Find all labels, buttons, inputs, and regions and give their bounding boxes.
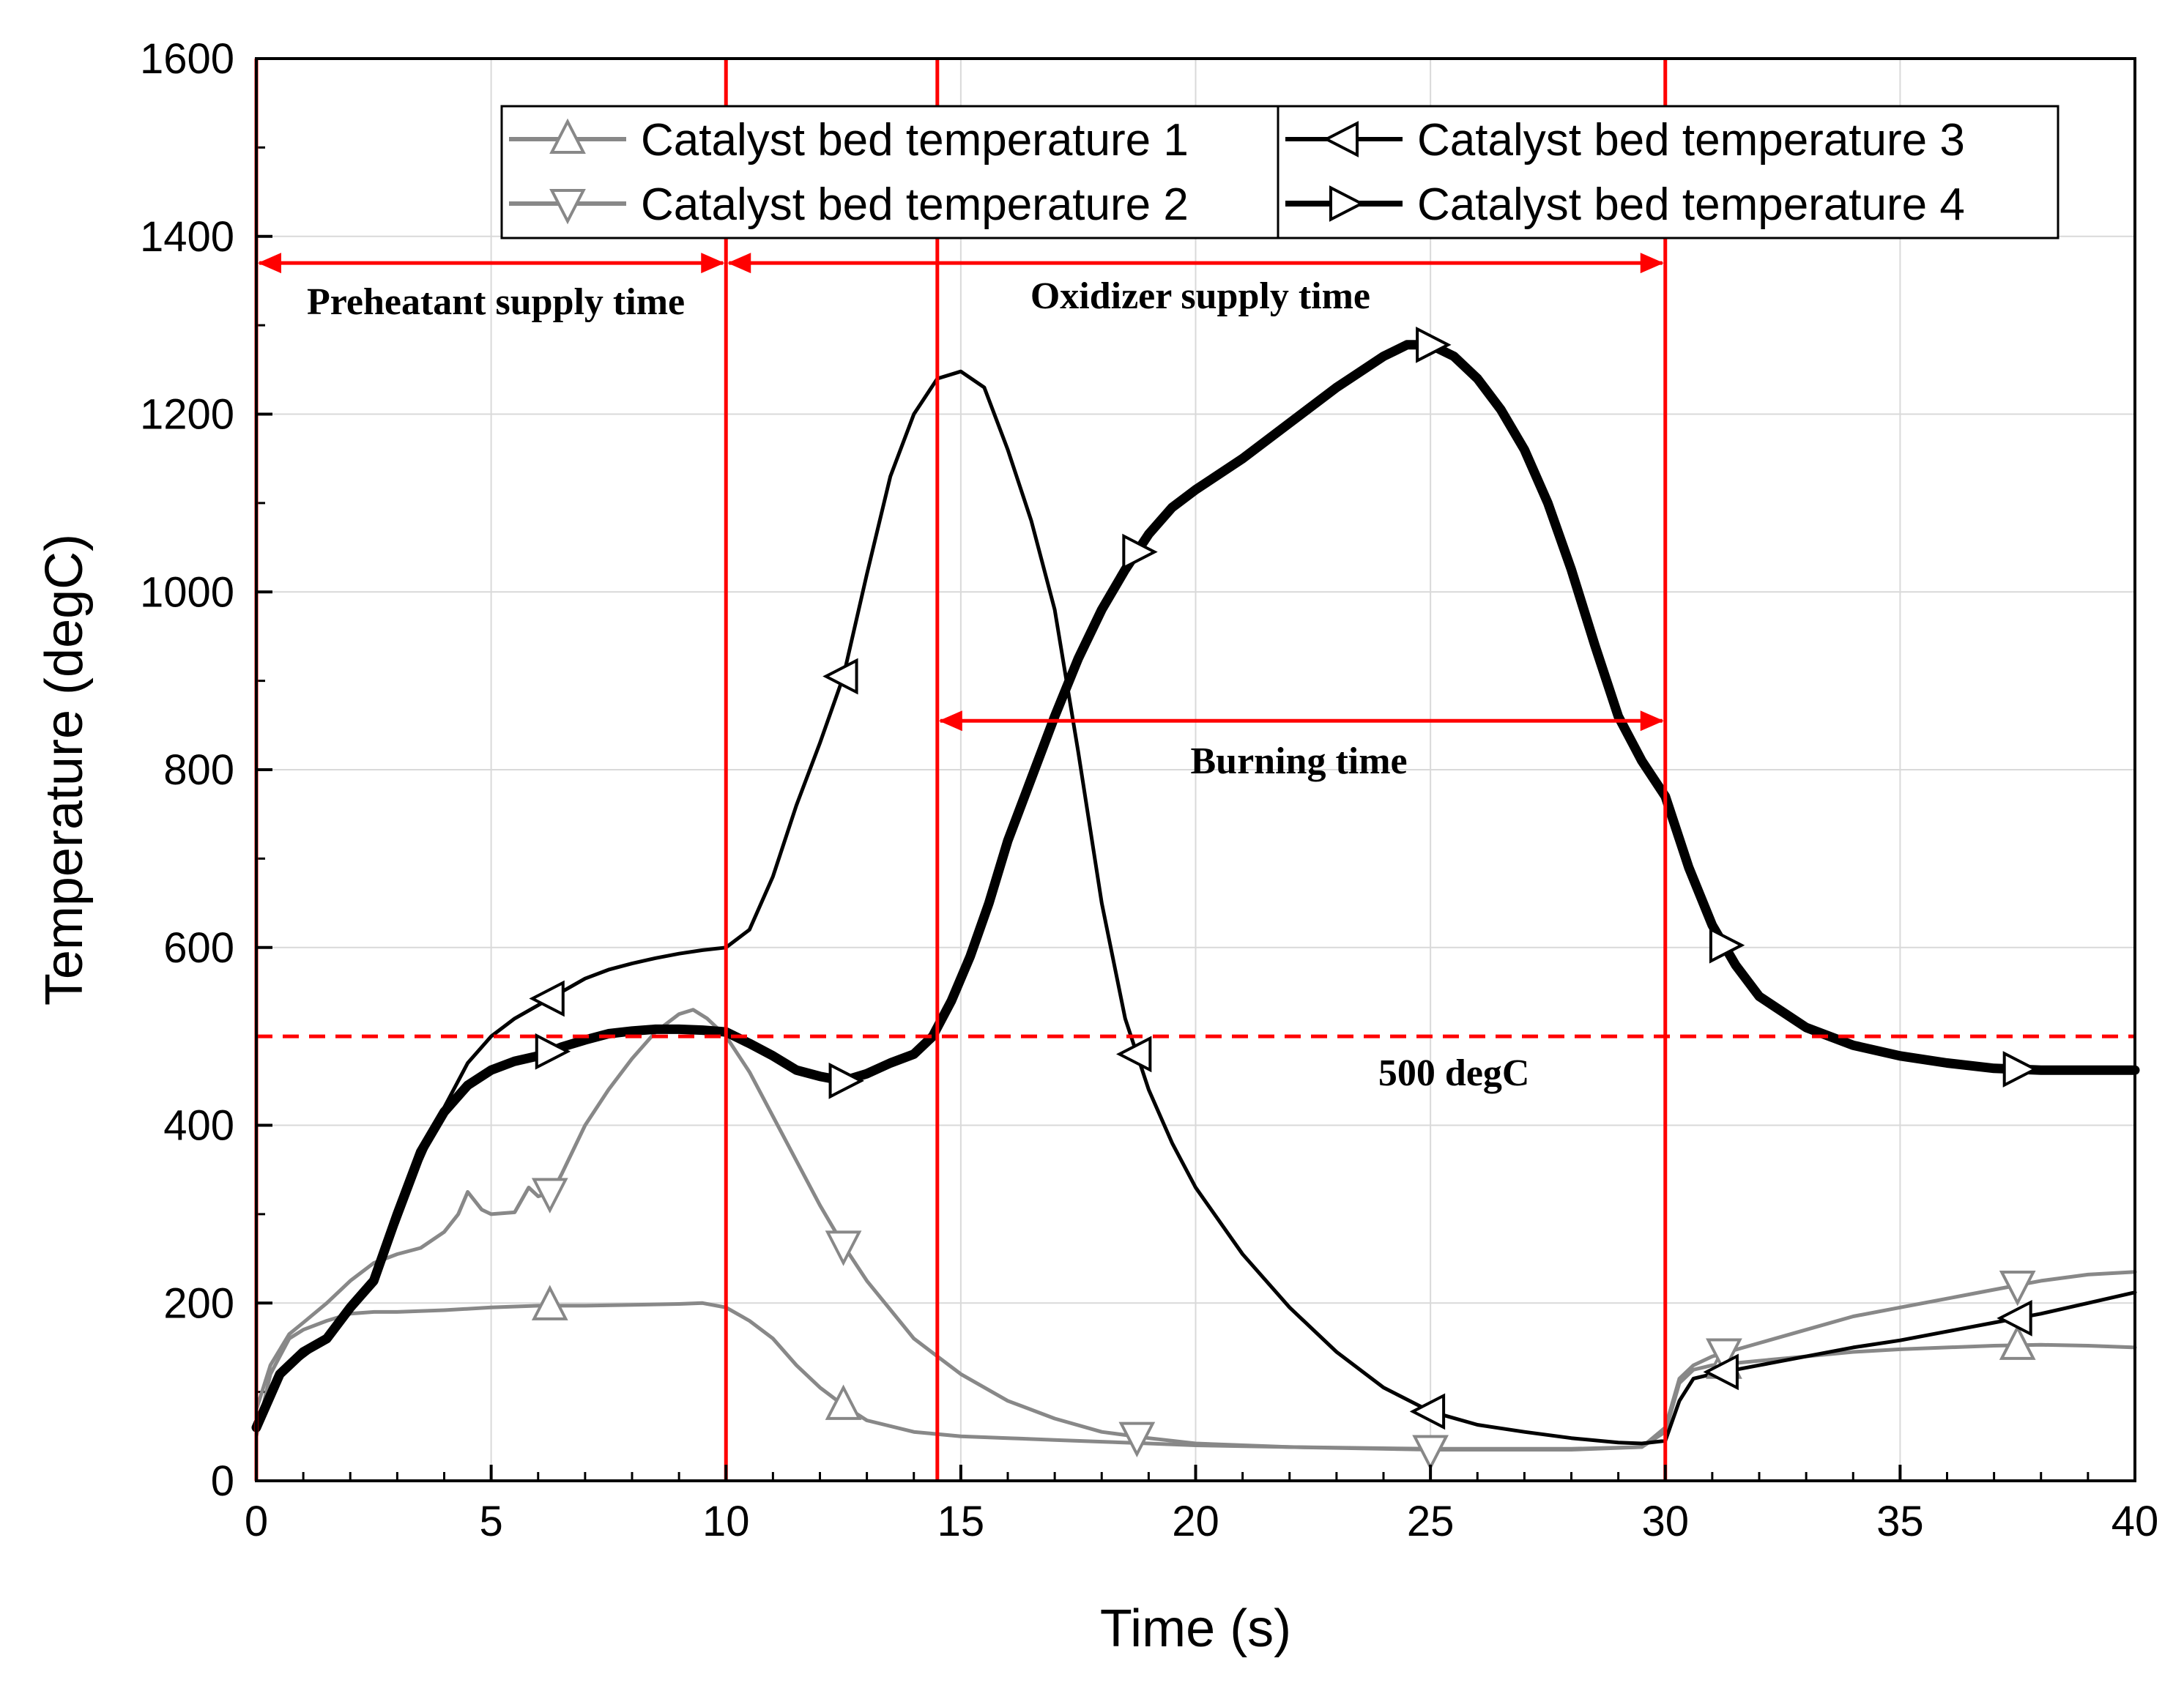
series-2-marker	[1412, 1435, 1449, 1471]
x-tick-label: 40	[2111, 1498, 2159, 1545]
series-2-marker	[825, 1230, 862, 1266]
series-4-marker	[1416, 326, 1452, 363]
y-tick-label: 400	[163, 1102, 234, 1150]
legend-entry-1: Catalyst bed temperature 1	[509, 115, 1189, 166]
y-tick-label: 600	[163, 924, 234, 972]
series-2-marker	[1999, 1270, 2036, 1307]
tick-layer: 0 5 10 15 20 25 30 35 40020040060080010001200140…	[140, 35, 2158, 1545]
y-axis-title: Temperature (degC)	[35, 534, 94, 1006]
y-tick-label: 200	[163, 1279, 234, 1327]
series-3-marker	[1115, 1036, 1152, 1073]
x-tick-label: 25	[1407, 1498, 1455, 1545]
span-arrow-3	[938, 710, 1664, 732]
y-tick-label: 1200	[140, 391, 234, 439]
series-3-marker	[529, 980, 565, 1017]
y-tick-label: 800	[163, 746, 234, 794]
x-tick-label: 0	[245, 1498, 268, 1545]
series-1-marker	[825, 1384, 862, 1420]
series-3-marker	[1409, 1393, 1446, 1430]
legend-label: Catalyst bed temperature 3	[1417, 115, 1965, 166]
span-label-3: Burning time	[1191, 740, 1408, 782]
series-line-2	[254, 1008, 2137, 1452]
minor-ticks	[256, 146, 2090, 1481]
x-tick-label: 35	[1876, 1498, 1924, 1545]
x-tick-label: 20	[1172, 1498, 1219, 1545]
legend-marker-icon	[549, 118, 586, 154]
series-2-marker	[1118, 1421, 1156, 1457]
legend-entry-4: Catalyst bed temperature 4	[1285, 179, 1965, 230]
legend-entry-3: Catalyst bed temperature 3	[1285, 115, 1965, 166]
span-label-2: Oxidizer supply time	[1030, 275, 1370, 317]
markers-layer	[529, 326, 2039, 1471]
series-line-3	[254, 369, 2137, 1446]
y-tick-label: 0	[211, 1457, 234, 1505]
series-4-marker	[535, 1033, 571, 1070]
series-3-marker	[1703, 1353, 1739, 1391]
annotations: Preheatant supply time Oxidizer supply ti…	[258, 253, 1664, 1094]
y-tick-label: 1400	[140, 213, 234, 261]
series-1-marker	[1999, 1324, 2036, 1360]
legend: Catalyst bed temperature 1 Catalyst bed t…	[500, 105, 2059, 239]
x-tick-label: 30	[1641, 1498, 1689, 1545]
series-line-4	[251, 340, 2140, 1432]
x-axis-title: Time (s)	[1100, 1599, 1291, 1658]
y-tick-label: 1000	[140, 568, 234, 616]
series-2-marker	[1706, 1338, 1742, 1374]
span-label-1: Preheatant supply time	[307, 281, 685, 323]
x-tick-label: 10	[702, 1498, 750, 1545]
series-4-marker	[1122, 533, 1158, 571]
series-3-marker	[1997, 1300, 2032, 1337]
span-arrow-1	[258, 253, 725, 274]
series-2-marker	[531, 1178, 568, 1214]
legend-label: Catalyst bed temperature 4	[1417, 179, 1965, 230]
series-1-marker	[531, 1285, 568, 1320]
x-tick-label: 5	[479, 1498, 502, 1545]
threshold-label: 500 degC	[1378, 1052, 1530, 1094]
legend-marker-icon	[1329, 185, 1365, 222]
legend-label: Catalyst bed temperature 2	[641, 179, 1189, 230]
legend-marker-icon	[1323, 121, 1359, 157]
series-4-marker	[828, 1062, 864, 1099]
legend-box	[500, 105, 2059, 239]
x-tick-label: 15	[937, 1498, 985, 1545]
y-tick-label: 1600	[140, 35, 234, 83]
legend-label: Catalyst bed temperature 1	[641, 115, 1189, 166]
series-4-marker	[1709, 926, 1745, 964]
span-arrow-2	[727, 253, 1664, 274]
series-4-marker	[2002, 1051, 2039, 1088]
series-3-marker	[822, 658, 858, 695]
legend-entry-2: Catalyst bed temperature 2	[509, 179, 1189, 230]
legend-marker-icon	[549, 189, 586, 225]
